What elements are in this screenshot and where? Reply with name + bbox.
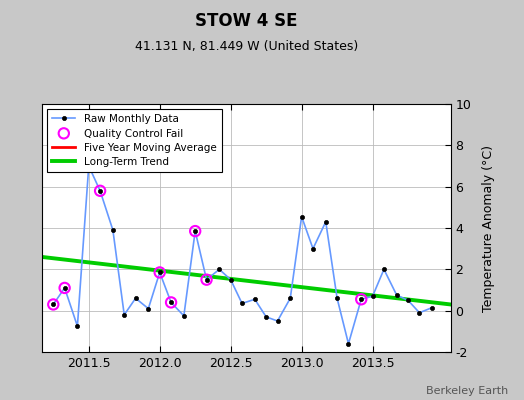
Raw Monthly Data — [74, 324, 81, 328]
Raw Monthly Data — [310, 246, 316, 251]
Raw Monthly Data — [358, 297, 364, 302]
Raw Monthly Data — [121, 312, 127, 317]
Quality Control Fail — [84, 163, 93, 169]
Raw Monthly Data — [157, 270, 163, 275]
Raw Monthly Data — [275, 318, 281, 323]
Raw Monthly Data — [381, 267, 387, 272]
Raw Monthly Data — [216, 267, 223, 272]
Quality Control Fail — [191, 228, 199, 234]
Raw Monthly Data — [394, 293, 400, 298]
Quality Control Fail — [167, 299, 175, 306]
Raw Monthly Data — [287, 296, 293, 301]
Text: STOW 4 SE: STOW 4 SE — [195, 12, 298, 30]
Raw Monthly Data — [168, 300, 174, 305]
Raw Monthly Data — [133, 296, 139, 301]
Raw Monthly Data — [263, 314, 269, 319]
Raw Monthly Data — [416, 310, 422, 315]
Raw Monthly Data — [203, 277, 210, 282]
Text: Berkeley Earth: Berkeley Earth — [426, 386, 508, 396]
Raw Monthly Data — [227, 277, 234, 282]
Quality Control Fail — [60, 285, 69, 291]
Raw Monthly Data — [110, 228, 116, 232]
Raw Monthly Data — [61, 286, 68, 290]
Legend: Raw Monthly Data, Quality Control Fail, Five Year Moving Average, Long-Term Tren: Raw Monthly Data, Quality Control Fail, … — [47, 109, 222, 172]
Line: Raw Monthly Data: Raw Monthly Data — [51, 164, 434, 346]
Raw Monthly Data — [323, 219, 329, 224]
Quality Control Fail — [156, 269, 164, 276]
Raw Monthly Data — [345, 341, 352, 346]
Raw Monthly Data — [97, 188, 103, 193]
Y-axis label: Temperature Anomaly (°C): Temperature Anomaly (°C) — [483, 144, 496, 312]
Raw Monthly Data — [369, 294, 376, 298]
Raw Monthly Data — [192, 229, 198, 234]
Raw Monthly Data — [85, 164, 92, 168]
Raw Monthly Data — [429, 305, 435, 310]
Raw Monthly Data — [239, 301, 245, 306]
Quality Control Fail — [357, 296, 365, 302]
Raw Monthly Data — [405, 298, 411, 303]
Quality Control Fail — [49, 301, 58, 308]
Raw Monthly Data — [252, 297, 258, 302]
Quality Control Fail — [96, 188, 104, 194]
Raw Monthly Data — [334, 296, 340, 301]
Raw Monthly Data — [181, 314, 187, 318]
Quality Control Fail — [202, 276, 211, 283]
Raw Monthly Data — [145, 306, 151, 311]
Text: 41.131 N, 81.449 W (United States): 41.131 N, 81.449 W (United States) — [135, 40, 358, 53]
Raw Monthly Data — [50, 302, 57, 307]
Raw Monthly Data — [299, 214, 305, 219]
